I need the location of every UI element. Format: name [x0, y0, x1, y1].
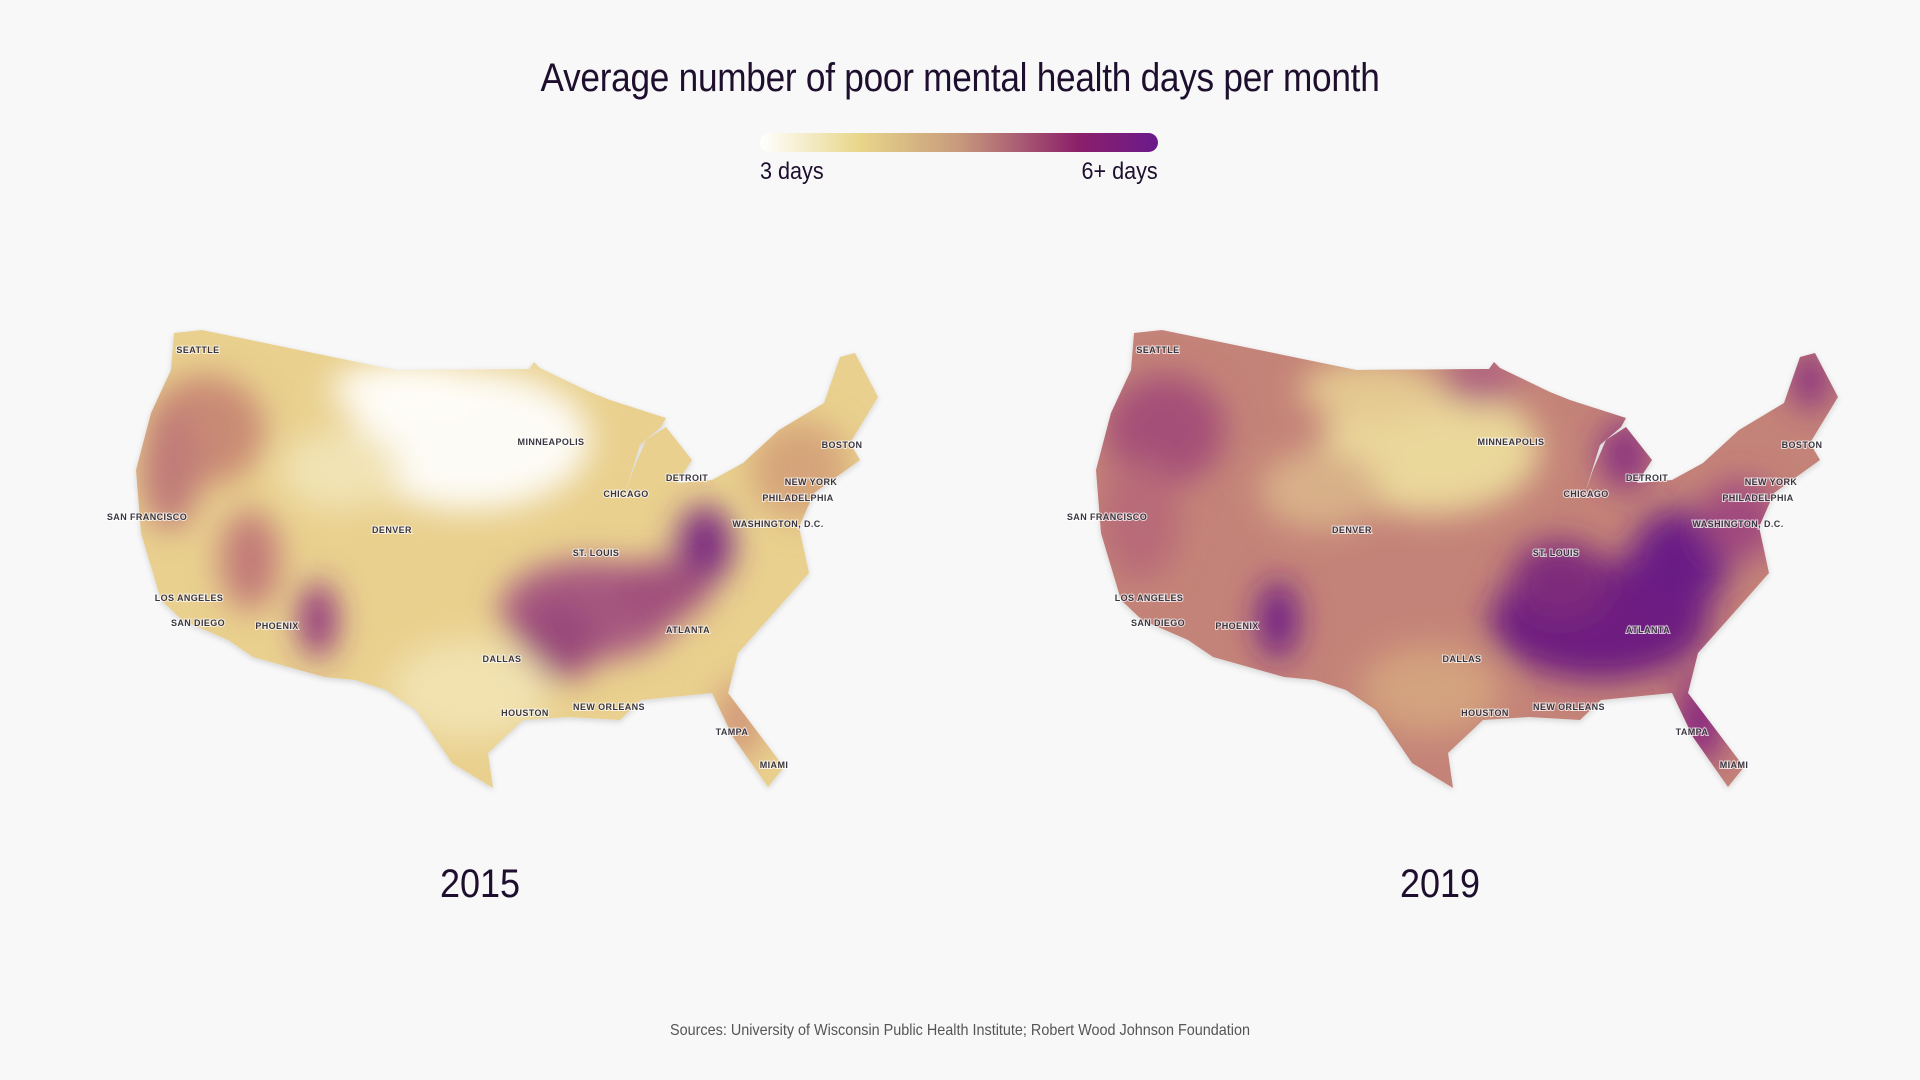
us-outline — [1096, 330, 1838, 788]
region-shade — [610, 560, 710, 620]
region-shade — [1300, 360, 1440, 420]
city-label: NEW ORLEANS — [1533, 702, 1605, 712]
city-label: LOS ANGELES — [155, 593, 224, 603]
region-shade — [1440, 355, 1520, 405]
city-label: SAN FRANCISCO — [107, 512, 187, 522]
city-label: WASHINGTON, D.C. — [732, 519, 823, 529]
city-label: DALLAS — [1443, 654, 1482, 664]
city-label: NEW YORK — [1745, 477, 1798, 487]
region-shade — [390, 640, 550, 740]
city-label: DALLAS — [483, 654, 522, 664]
city-label: HOUSTON — [501, 708, 549, 718]
chart-title: Average number of poor mental health day… — [540, 56, 1380, 100]
region-shade — [1258, 580, 1298, 660]
region-shade — [1100, 460, 1180, 580]
region-shade — [1105, 375, 1225, 485]
city-label: CHICAGO — [1563, 489, 1608, 499]
city-label: ATLANTA — [666, 625, 710, 635]
city-label: ST. LOUIS — [573, 548, 620, 558]
city-label: ST. LOUIS — [1533, 548, 1580, 558]
region-shade — [715, 680, 765, 760]
region-shade — [520, 600, 600, 680]
region-shade — [1700, 480, 1780, 560]
city-label: PHILADELPHIA — [1722, 493, 1793, 503]
city-label: DENVER — [1332, 525, 1372, 535]
city-label: SAN DIEGO — [1131, 618, 1185, 628]
city-label: CHICAGO — [603, 489, 648, 499]
city-label: PHOENIX — [1215, 621, 1258, 631]
source-note: Sources: University of Wisconsin Public … — [669, 1022, 1251, 1039]
city-label: MIAMI — [760, 760, 789, 770]
year-label-2019: 2019 — [1399, 862, 1481, 906]
city-label: MINNEAPOLIS — [1478, 437, 1545, 447]
region-shade — [330, 362, 490, 418]
color-scale-bar — [760, 133, 1158, 152]
legend-min-label: 3 days — [760, 158, 824, 185]
region-shade — [220, 510, 280, 610]
city-label: DETROIT — [666, 473, 708, 483]
city-label: WASHINGTON, D.C. — [1692, 519, 1783, 529]
city-label: LOS ANGELES — [1115, 593, 1184, 603]
map-2019: SEATTLE SAN FRANCISCO LOS ANGELES SAN DIEGO… — [1066, 330, 1838, 788]
city-label: DENVER — [372, 525, 412, 535]
city-label: MINNEAPOLIS — [518, 437, 585, 447]
city-label: PHOENIX — [255, 621, 298, 631]
legend-max-label: 6+ days — [1081, 158, 1158, 185]
county-fill — [140, 362, 850, 760]
city-label: NEW YORK — [785, 477, 838, 487]
county-fill — [1100, 350, 1830, 765]
city-label: TAMPA — [1676, 727, 1709, 737]
year-label-2015: 2015 — [439, 862, 521, 906]
map-2015: SEATTLE SAN FRANCISCO LOS ANGELES SAN DIEGO… — [106, 330, 878, 788]
region-shade — [300, 582, 336, 658]
region-shade — [280, 430, 400, 510]
city-label: BOSTON — [1782, 440, 1823, 450]
city-label: HOUSTON — [1461, 708, 1509, 718]
region-shade — [677, 505, 733, 585]
city-label: TAMPA — [716, 727, 749, 737]
region-shade — [1360, 645, 1500, 735]
city-label: DETROIT — [1626, 473, 1668, 483]
region-shade — [1510, 540, 1610, 620]
city-label: SEATTLE — [176, 345, 219, 355]
region-shade — [1260, 450, 1380, 530]
city-label: SAN DIEGO — [171, 618, 225, 628]
city-label: SEATTLE — [1136, 345, 1179, 355]
region-shade — [1790, 350, 1830, 410]
city-label: MIAMI — [1720, 760, 1749, 770]
city-label: SAN FRANCISCO — [1067, 512, 1147, 522]
city-label: ATLANTA — [1626, 625, 1670, 635]
region-shade — [750, 420, 850, 520]
city-label: BOSTON — [822, 440, 863, 450]
city-label: NEW ORLEANS — [573, 702, 645, 712]
city-label: PHILADELPHIA — [762, 493, 833, 503]
region-shade — [140, 410, 200, 530]
region-shade — [1675, 675, 1725, 765]
